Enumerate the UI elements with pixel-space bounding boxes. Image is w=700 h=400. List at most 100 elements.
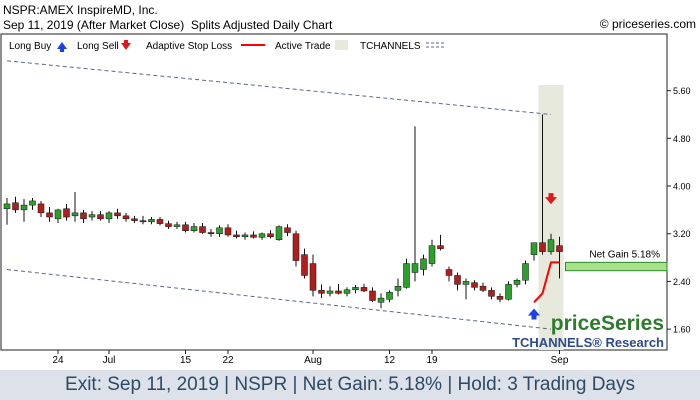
candle-body (326, 290, 334, 294)
candle-body (445, 269, 453, 276)
x-tick-label: 24 (52, 355, 64, 366)
candle-body (428, 245, 436, 264)
chart-title: NSPR:AMEX InspireMD, Inc. (3, 3, 158, 17)
candle-body (63, 208, 70, 218)
legend-active-trade-swatch (335, 40, 348, 50)
x-tick-label: Jul (103, 355, 116, 366)
net-gain-label: Net Gain 5.18% (589, 249, 660, 260)
candle-body (292, 233, 300, 261)
candle-body (505, 284, 512, 300)
candle-body (224, 227, 232, 236)
copyright: © priceseries.com (599, 17, 696, 31)
candle-body (369, 290, 376, 301)
y-tick-label: 2.40 (673, 277, 691, 287)
candle-body (105, 212, 113, 220)
candle-body (233, 234, 240, 237)
x-tick-label: 15 (180, 355, 192, 366)
candle-body (139, 220, 147, 223)
long-buy-arrow (528, 308, 540, 320)
candle-body (97, 214, 104, 220)
candle-body (29, 200, 36, 206)
candle-body (488, 290, 495, 297)
candle-body (479, 285, 487, 291)
ticker-title: NSPR:AMEX InspireMD, Inc. (3, 3, 158, 17)
candle-body (173, 224, 181, 227)
chart-subtitle: Sep 11, 2019 (After Market Close) Splits… (3, 18, 332, 32)
trade-summary: Exit: Sep 11, 2019 | NSPR | Net Gain: 5.… (0, 370, 700, 400)
legend-tchannels: TCHANNELS (360, 41, 421, 52)
candle-body (216, 227, 223, 234)
candle-body (37, 203, 45, 214)
candle-body (411, 263, 419, 273)
adaptive-stop-line (533, 261, 560, 303)
candle-body (360, 287, 368, 292)
candle-body (12, 202, 19, 211)
legend-long-buy: Long Buy (9, 41, 51, 52)
candle-body (88, 214, 96, 218)
candle-body (3, 203, 11, 209)
x-tick-label: 22 (222, 355, 234, 366)
priceseries-logo: priceSeries (551, 312, 664, 335)
candle-body (343, 289, 351, 294)
y-tick-label: 3.20 (673, 229, 691, 239)
x-tick-label: Sep (551, 355, 569, 366)
net-gain-box (565, 261, 668, 272)
candle-body (454, 275, 461, 285)
candle-body (250, 234, 257, 238)
candle-body (275, 226, 283, 240)
y-tick-label: 4.00 (673, 182, 691, 192)
plot-frame (0, 33, 668, 351)
candle-body (258, 233, 266, 238)
candle-body (547, 239, 555, 252)
candle-body (114, 212, 121, 217)
candle-body (386, 291, 393, 300)
legend-sell-arrow-icon (121, 40, 131, 50)
candle-body (148, 219, 155, 223)
candle-body (539, 242, 546, 252)
x-tick-label: 19 (426, 355, 438, 366)
candle-body (335, 290, 342, 294)
candle-body (267, 233, 274, 237)
legend-active-trade: Active Trade (275, 41, 331, 52)
y-tick-label: 1.60 (673, 325, 691, 335)
candle-body (462, 281, 470, 285)
candle-body (131, 218, 138, 221)
legend-adaptive-stop: Adaptive Stop Loss (146, 41, 232, 52)
chart-kind: Splits Adjusted Daily Chart (190, 18, 333, 32)
candle-body (207, 232, 215, 234)
candle-body (241, 234, 249, 237)
candle-body (80, 212, 87, 220)
candle-body (437, 245, 444, 249)
candle-body (318, 290, 325, 294)
tchannel-lower (6, 269, 552, 330)
candle-body (54, 209, 62, 220)
candle-body (71, 212, 79, 217)
y-tick-label: 4.80 (673, 134, 691, 144)
x-tick-label: 12 (384, 355, 396, 366)
candle-body (46, 212, 53, 218)
candle-body (522, 263, 529, 281)
candle-body (156, 219, 164, 224)
candle-body (122, 215, 130, 220)
candle-body (377, 297, 385, 303)
candle-body (420, 258, 427, 270)
candle-body (394, 285, 402, 291)
tchannels-research-label: TCHANNELS® Research (512, 335, 664, 350)
x-tick-label: Aug (304, 355, 322, 366)
candle-body (20, 204, 28, 211)
candle-body (513, 279, 521, 285)
y-tick-label: 5.60 (673, 86, 691, 96)
candle-body (182, 224, 189, 232)
candle-body (471, 282, 478, 288)
price-chart: 5.60 4.80 4.00 3.20 2.40 1.60 24 Jul 15 22 Aug 12 19… (0, 33, 691, 366)
candle-body (284, 227, 291, 233)
candle-body (496, 296, 504, 300)
long-sell-arrow (545, 193, 557, 205)
candle-body (556, 245, 563, 252)
candle-body (530, 242, 538, 255)
candle-body (165, 223, 172, 227)
candle-body (403, 263, 410, 288)
candle-body (352, 287, 359, 291)
candle-body (309, 263, 317, 291)
legend-buy-arrow-icon (57, 42, 67, 52)
